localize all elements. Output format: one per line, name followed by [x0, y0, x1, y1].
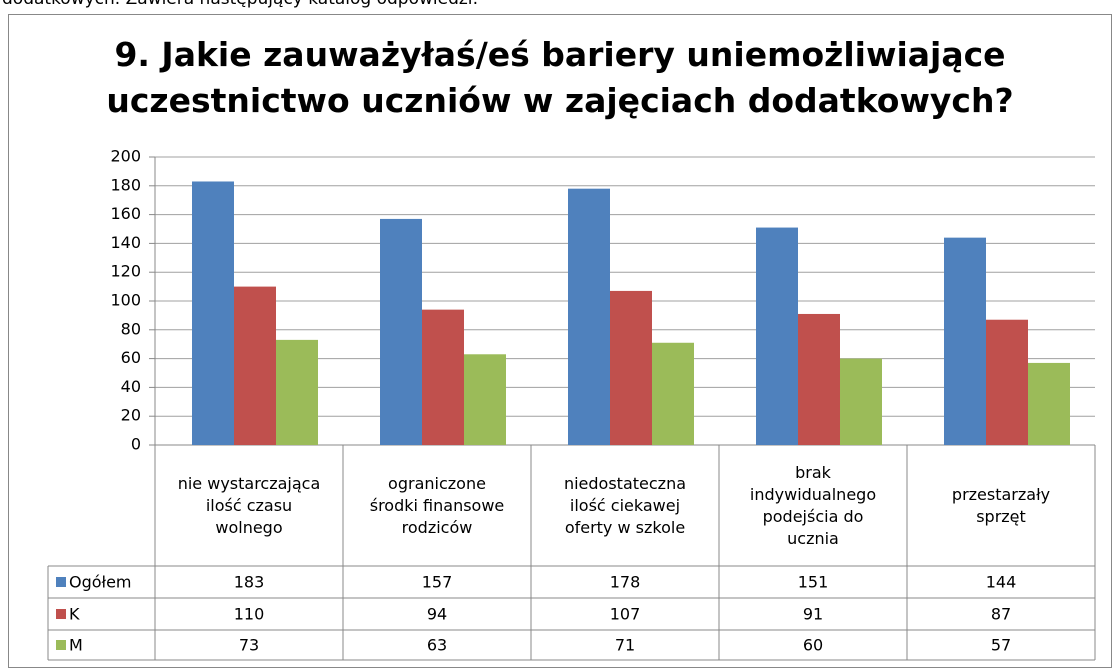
y-tick-label: 180	[110, 175, 141, 194]
bar	[756, 227, 798, 445]
table-value: 71	[615, 636, 635, 655]
header-text: dodatkowych. Zawiera następujący katalog…	[2, 0, 478, 9]
table-value: 87	[991, 605, 1011, 624]
x-tick-label: niedostateczna ilość ciekawej oferty w s…	[563, 473, 687, 537]
bar	[192, 181, 234, 446]
table-value: 73	[239, 636, 259, 655]
y-tick-label: 0	[131, 435, 141, 454]
x-tick-label: nie wystarczająca ilość czasu wolnego	[177, 473, 321, 537]
table-value: 60	[803, 636, 823, 655]
bar	[276, 339, 318, 445]
table-value: 57	[991, 636, 1011, 655]
x-tick-label: przestarzały sprzęt	[951, 484, 1051, 526]
table-value: 94	[427, 605, 447, 624]
y-tick-label: 20	[121, 406, 141, 425]
table-value: 183	[234, 573, 265, 592]
y-tick-label: 100	[110, 291, 141, 310]
bar	[652, 342, 694, 445]
y-tick-label: 200	[110, 147, 141, 166]
table-value: 157	[422, 573, 453, 592]
table-value: 151	[798, 573, 829, 592]
bar	[464, 354, 506, 445]
bar	[568, 188, 610, 445]
bar	[986, 319, 1028, 445]
bar	[234, 286, 276, 445]
bar	[840, 358, 882, 445]
table-value: 63	[427, 636, 447, 655]
bar	[1028, 362, 1070, 445]
bar	[798, 313, 840, 445]
bar	[422, 309, 464, 445]
y-tick-label: 60	[121, 348, 141, 367]
legend-key	[56, 640, 66, 650]
table-value: 144	[986, 573, 1017, 592]
y-tick-label: 80	[121, 319, 141, 338]
legend-key	[56, 577, 66, 587]
table-value: 110	[234, 605, 265, 624]
chart-title: 9. Jakie zauważyłaś/eś bariery uniemożli…	[106, 35, 1014, 120]
table-value: 178	[610, 573, 641, 592]
legend-label: K	[69, 605, 80, 624]
y-tick-label: 140	[110, 233, 141, 252]
table-value: 91	[803, 605, 823, 624]
y-tick-label: 120	[110, 262, 141, 281]
legend-key	[56, 609, 66, 619]
y-tick-label: 160	[110, 204, 141, 223]
bar	[380, 218, 422, 445]
bar	[944, 237, 986, 445]
x-tick-label: brak indywidualnego podejścia do ucznia	[749, 462, 877, 548]
table-value: 107	[610, 605, 641, 624]
legend-label: Ogółem	[69, 573, 132, 592]
y-tick-label: 40	[121, 377, 141, 396]
x-tick-label: ograniczone środki finansowe rodziców	[369, 473, 505, 537]
bar	[610, 290, 652, 445]
legend-label: M	[69, 636, 83, 655]
